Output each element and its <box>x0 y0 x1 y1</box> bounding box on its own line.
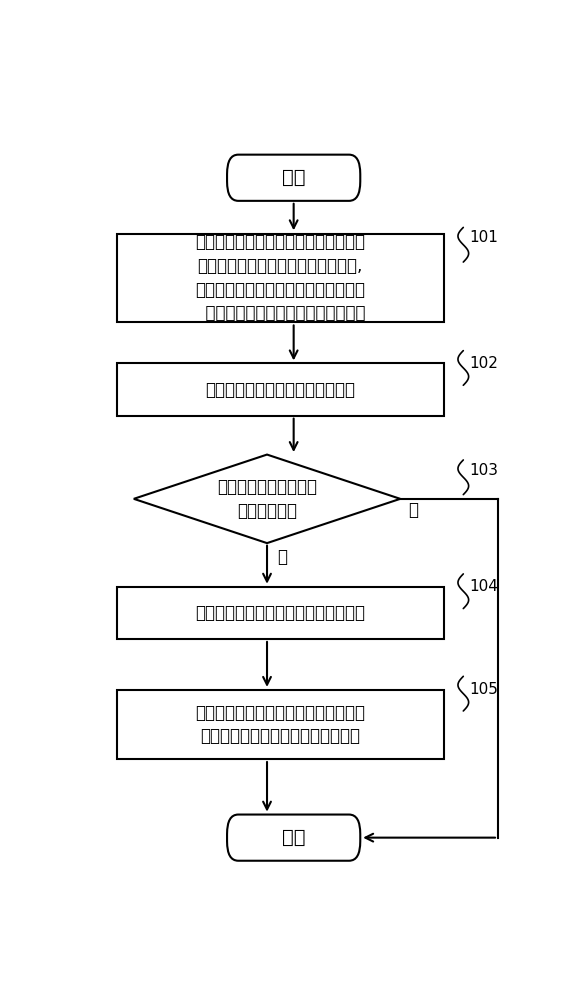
Text: 根据第一相位和第二相位计算合焦相位: 根据第一相位和第二相位计算合焦相位 <box>195 604 366 622</box>
FancyBboxPatch shape <box>227 155 360 201</box>
Bar <box>117 234 444 322</box>
Polygon shape <box>134 455 401 543</box>
FancyBboxPatch shape <box>227 815 360 861</box>
Text: 102: 102 <box>469 356 498 371</box>
Text: 获取第一相位与第二相位的相位差: 获取第一相位与第二相位的相位差 <box>205 380 355 398</box>
Text: 判断相位差是否在预设
的景深范围内: 判断相位差是否在预设 的景深范围内 <box>217 478 317 520</box>
Text: 101: 101 <box>469 230 498 245</box>
Text: 是: 是 <box>277 548 288 566</box>
Text: 开始: 开始 <box>282 168 305 187</box>
Bar <box>117 587 444 639</box>
Text: 104: 104 <box>469 579 498 594</box>
Text: 105: 105 <box>469 682 498 697</box>
Text: 否: 否 <box>408 501 418 519</box>
Text: 根据合焦相位控制第一摄像头、第二摄
像头以及第三摄像头移动至合焦位置: 根据合焦相位控制第一摄像头、第二摄 像头以及第三摄像头移动至合焦位置 <box>195 704 366 745</box>
Text: 利用沿第一水平线排布的第一摄像头和
第二摄像头获取待摄图像的第一相位,
利用沿第一竖直线排布的第三摄像头和
  第一摄像头获取待摄图像的第二相位: 利用沿第一水平线排布的第一摄像头和 第二摄像头获取待摄图像的第一相位, 利用沿第… <box>195 233 366 322</box>
Text: 103: 103 <box>469 463 498 478</box>
Bar <box>117 363 444 416</box>
Text: 结束: 结束 <box>282 828 305 847</box>
Bar <box>117 690 444 759</box>
